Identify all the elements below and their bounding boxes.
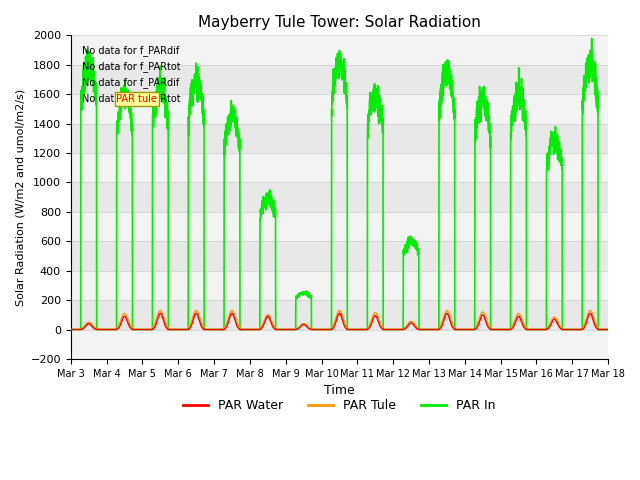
Bar	[71, 212, 608, 241]
Text: PAR tule: PAR tule	[116, 94, 157, 104]
Bar	[71, 153, 608, 182]
X-axis label: Time: Time	[324, 384, 355, 397]
Text: No data for f_PARdif: No data for f_PARdif	[81, 45, 179, 56]
Y-axis label: Solar Radiation (W/m2 and umol/m2/s): Solar Radiation (W/m2 and umol/m2/s)	[15, 89, 25, 306]
Text: No data for f_PARdif: No data for f_PARdif	[81, 77, 179, 88]
Bar	[71, 329, 608, 359]
Bar	[71, 94, 608, 123]
Text: No data for f_PARtot: No data for f_PARtot	[81, 94, 180, 105]
Title: Mayberry Tule Tower: Solar Radiation: Mayberry Tule Tower: Solar Radiation	[198, 15, 481, 30]
Text: No data for f_PARtot: No data for f_PARtot	[81, 61, 180, 72]
Legend: PAR Water, PAR Tule, PAR In: PAR Water, PAR Tule, PAR In	[178, 395, 500, 418]
Bar	[71, 271, 608, 300]
Bar	[71, 36, 608, 65]
